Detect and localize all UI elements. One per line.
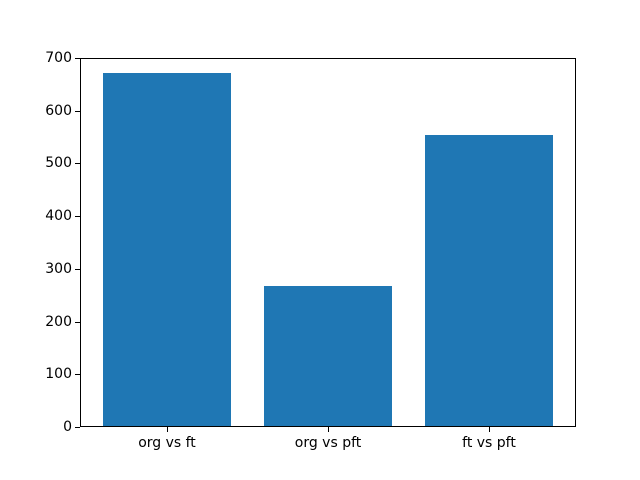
y-tick-label-300: 300 — [45, 261, 72, 277]
bar-org-vs-ft — [102, 73, 232, 426]
y-tick-mark-200 — [75, 322, 80, 323]
bar-ft-vs-pft — [424, 135, 554, 426]
y-tick-mark-700 — [75, 58, 80, 59]
y-tick-label-100: 100 — [45, 366, 72, 382]
y-tick-label-500: 500 — [45, 155, 72, 171]
y-tick-label-600: 600 — [45, 103, 72, 119]
x-tick-mark-org-vs-ft — [167, 427, 168, 432]
y-tick-mark-400 — [75, 216, 80, 217]
y-tick-mark-0 — [75, 427, 80, 428]
y-tick-mark-300 — [75, 269, 80, 270]
x-tick-mark-org-vs-pft — [328, 427, 329, 432]
bar-org-vs-pft — [263, 286, 393, 426]
x-tick-label-org-vs-ft: org vs ft — [138, 435, 196, 451]
y-tick-mark-500 — [75, 163, 80, 164]
x-tick-mark-ft-vs-pft — [489, 427, 490, 432]
plot-area — [80, 58, 576, 427]
y-tick-mark-100 — [75, 374, 80, 375]
y-tick-label-0: 0 — [63, 419, 72, 435]
y-tick-label-700: 700 — [45, 50, 72, 66]
y-tick-mark-600 — [75, 111, 80, 112]
y-tick-label-400: 400 — [45, 208, 72, 224]
x-tick-label-ft-vs-pft: ft vs pft — [462, 435, 516, 451]
x-tick-label-org-vs-pft: org vs pft — [294, 435, 362, 451]
y-tick-label-200: 200 — [45, 314, 72, 330]
